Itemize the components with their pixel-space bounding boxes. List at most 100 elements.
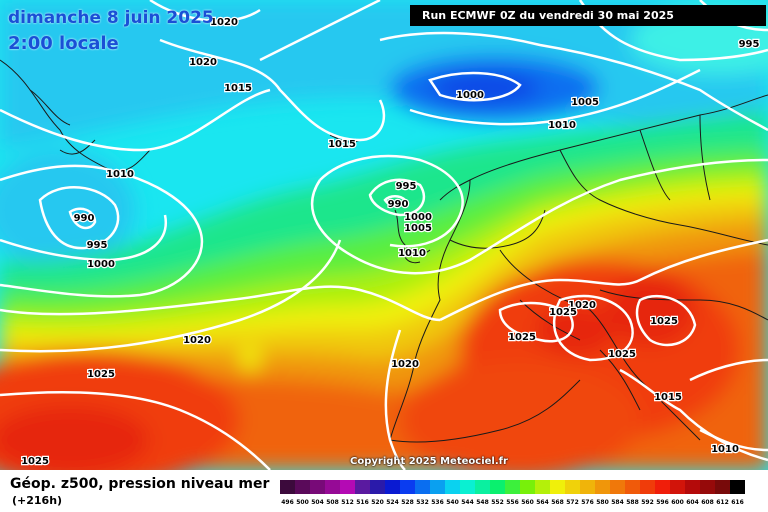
- scale-swatch: [505, 480, 520, 494]
- color-scale: 496 500 504 508 512 516 520 524 528 532 536 540 544 5…: [280, 480, 745, 506]
- scale-value: 504: [311, 499, 324, 506]
- isobar-label: 1025: [508, 332, 536, 343]
- forecast-time: 2:00 locale: [8, 33, 119, 54]
- isobar-label: 1010: [398, 248, 426, 259]
- scale-swatch: [310, 480, 325, 494]
- scale-swatch: [430, 480, 445, 494]
- scale-value: 560: [521, 499, 534, 506]
- scale-swatch: [700, 480, 715, 494]
- isobar-label: 990: [388, 199, 409, 210]
- scale-value: 528: [401, 499, 414, 506]
- scale-swatch: [580, 480, 595, 494]
- scale-value: 592: [641, 499, 654, 506]
- scale-swatch: [640, 480, 655, 494]
- scale-value: 532: [416, 499, 429, 506]
- isobar-label: 1025: [549, 307, 577, 318]
- scale-value: 600: [671, 499, 684, 506]
- isobar-label: 995: [87, 240, 108, 251]
- scale-value: 496: [281, 499, 294, 506]
- isobar-label: 1025: [608, 349, 636, 360]
- isobar-label: 1000: [404, 212, 432, 223]
- isobar-label: 1015: [328, 139, 356, 150]
- scale-swatch: [685, 480, 700, 494]
- scale-swatch: [490, 480, 505, 494]
- model-run-info: Run ECMWF 0Z du vendredi 30 mai 2025: [410, 5, 766, 26]
- scale-swatch: [295, 480, 310, 494]
- scale-swatch: [670, 480, 685, 494]
- isobar-label: 1020: [391, 359, 419, 370]
- scale-swatch: [535, 480, 550, 494]
- isobar-label: 1025: [650, 316, 678, 327]
- scale-value: 588: [626, 499, 639, 506]
- scale-swatch: [340, 480, 355, 494]
- isobar-label: 995: [739, 39, 760, 50]
- isobar-label: 1020: [210, 17, 238, 28]
- scale-swatch: [595, 480, 610, 494]
- scale-value: 508: [326, 499, 339, 506]
- isobar-label: 1025: [21, 456, 49, 467]
- scale-value: 536: [431, 499, 444, 506]
- scale-swatch: [655, 480, 670, 494]
- scale-swatch: [715, 480, 730, 494]
- scale-value: 556: [506, 499, 519, 506]
- isobar-label: 1010: [548, 120, 576, 131]
- isobar-label: 1000: [87, 259, 115, 270]
- isobar-label: 1010: [106, 169, 134, 180]
- scale-swatch: [610, 480, 625, 494]
- scale-swatch: [400, 480, 415, 494]
- scale-value: 584: [611, 499, 624, 506]
- scale-swatch: [625, 480, 640, 494]
- isobar-label: 1020: [568, 300, 596, 311]
- scale-value: 500: [296, 499, 309, 506]
- scale-value: 548: [476, 499, 489, 506]
- scale-swatch: [460, 480, 475, 494]
- scale-value: 520: [371, 499, 384, 506]
- isobar-label: 1020: [183, 335, 211, 346]
- scale-swatch: [415, 480, 430, 494]
- scale-swatch: [475, 480, 490, 494]
- scale-value: 572: [566, 499, 579, 506]
- parameter-label: Géop. z500, pression niveau mer: [10, 476, 270, 492]
- scale-swatch: [370, 480, 385, 494]
- scale-swatch: [355, 480, 370, 494]
- scale-swatch: [325, 480, 340, 494]
- scale-swatch: [550, 480, 565, 494]
- scale-value: 516: [356, 499, 369, 506]
- isobar-label: 1010: [711, 444, 739, 455]
- isobar-label: 995: [396, 181, 417, 192]
- scale-value: 568: [551, 499, 564, 506]
- isobar-label: 990: [74, 213, 95, 224]
- isobar-label: 1005: [571, 97, 599, 108]
- coastlines: [0, 59, 768, 443]
- isobar-label: 1020: [189, 57, 217, 68]
- scale-value: 564: [536, 499, 549, 506]
- isobar-label: 1025: [87, 369, 115, 380]
- scale-swatch: [565, 480, 580, 494]
- scale-swatch: [445, 480, 460, 494]
- scale-swatch: [520, 480, 535, 494]
- scale-value: 576: [581, 499, 594, 506]
- isobar-label: 1005: [404, 223, 432, 234]
- forecast-date: dimanche 8 juin 2025: [8, 8, 214, 28]
- scale-value: 544: [461, 499, 474, 506]
- scale-value: 512: [341, 499, 354, 506]
- scale-value: 604: [686, 499, 699, 506]
- isobar-label: 1015: [654, 392, 682, 403]
- scale-swatch: [385, 480, 400, 494]
- scale-swatch: [280, 480, 295, 494]
- isobar-labels: 1020 1020 1015 1000 995 1005 1010 1015 1010 995 99…: [20, 16, 761, 469]
- lead-time: (+216h): [12, 494, 63, 507]
- scale-value: 596: [656, 499, 669, 506]
- isobar-label: 1000: [456, 90, 484, 101]
- weather-map: 1020 1020 1015 1000 995 1005 1010 1015 1010 995 99…: [0, 0, 768, 470]
- scale-value: 552: [491, 499, 504, 506]
- scale-value: 616: [731, 499, 744, 506]
- scale-swatch: [730, 480, 745, 494]
- scale-value: 540: [446, 499, 459, 506]
- scale-value: 608: [701, 499, 714, 506]
- copyright: Copyright 2025 Meteociel.fr: [350, 456, 508, 467]
- isobar-label: 1015: [224, 83, 252, 94]
- legend-bar: Géop. z500, pression niveau mer (+216h) …: [0, 470, 768, 512]
- scale-value: 524: [386, 499, 399, 506]
- geopotential-field: 1020 1020 1015 1000 995 1005 1010 1015 1010 995 99…: [0, 0, 768, 470]
